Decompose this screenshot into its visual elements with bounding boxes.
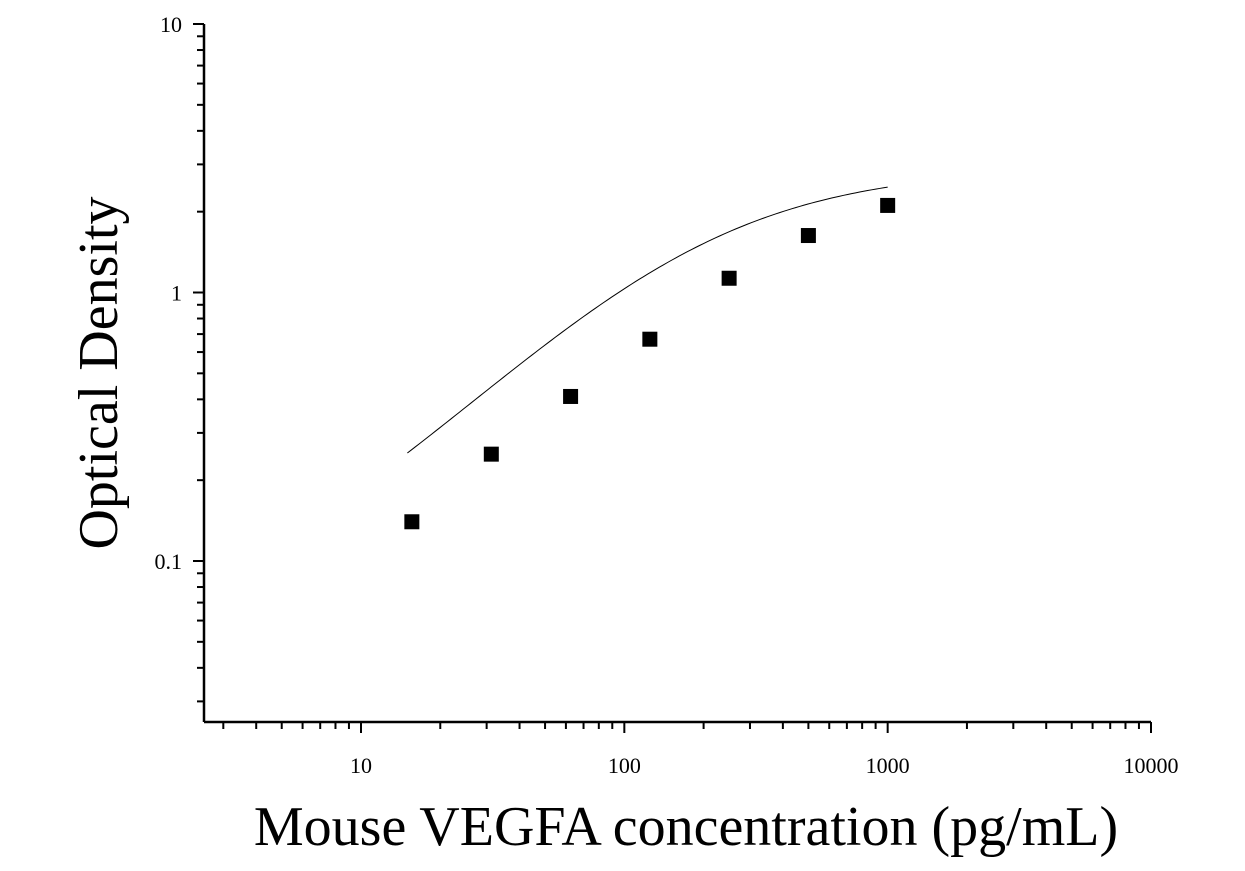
fit-curve bbox=[407, 186, 888, 454]
data-point bbox=[642, 331, 658, 347]
data-point bbox=[721, 270, 737, 286]
x-axis-title: Mouse VEGFA concentration (pg/mL) bbox=[254, 796, 1118, 858]
data-point bbox=[563, 388, 579, 404]
x-axis-ticks bbox=[222, 722, 1152, 733]
x-tick-label: 1000 bbox=[866, 753, 910, 778]
data-point bbox=[404, 514, 420, 530]
plot-frame bbox=[202, 24, 1151, 724]
x-tick-label: 10 bbox=[350, 753, 372, 778]
data-point bbox=[483, 446, 499, 462]
y-tick-label: 0.1 bbox=[155, 549, 183, 574]
y-axis-tick-labels: 0.1 1 10 bbox=[155, 12, 183, 574]
y-axis-ticks bbox=[193, 23, 204, 703]
data-point bbox=[800, 228, 816, 244]
x-tick-label: 10000 bbox=[1124, 753, 1179, 778]
y-tick-label: 1 bbox=[171, 281, 182, 306]
x-tick-label: 100 bbox=[608, 753, 641, 778]
y-tick-label: 10 bbox=[160, 12, 182, 37]
y-axis-title: Optical Density bbox=[68, 196, 130, 549]
data-points bbox=[404, 197, 896, 530]
x-axis-tick-labels: 10 100 1000 10000 bbox=[350, 753, 1179, 778]
data-point bbox=[880, 197, 896, 213]
